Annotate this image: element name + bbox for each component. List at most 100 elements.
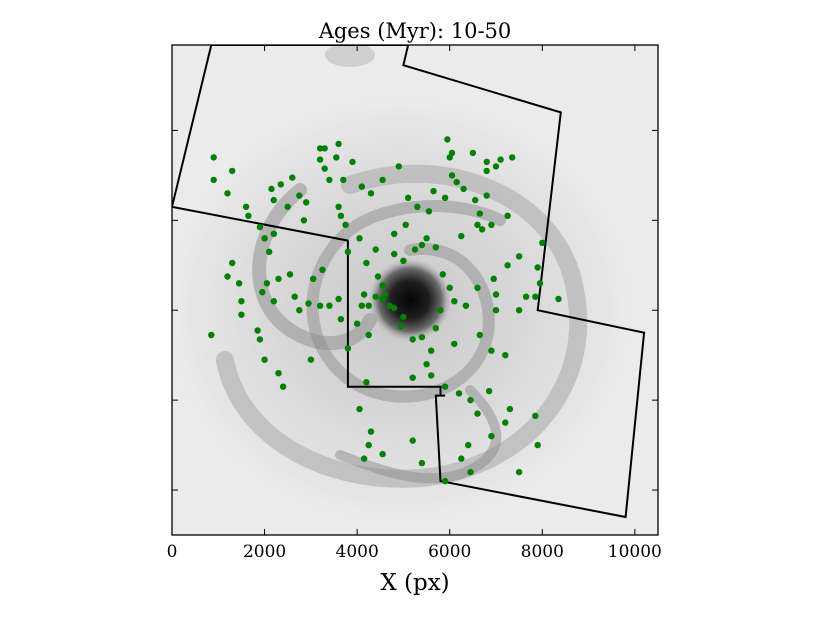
data-point xyxy=(444,136,451,143)
data-point xyxy=(256,336,264,343)
data-point xyxy=(400,313,407,321)
data-point xyxy=(423,235,430,242)
data-point xyxy=(409,336,416,343)
data-point xyxy=(414,203,421,210)
data-point xyxy=(532,412,539,420)
data-point xyxy=(291,293,298,300)
data-point xyxy=(353,320,361,327)
data-point xyxy=(254,327,261,334)
data-point xyxy=(321,165,328,172)
data-point xyxy=(490,275,497,282)
data-point xyxy=(238,298,245,305)
data-point xyxy=(235,280,243,287)
data-point xyxy=(300,217,308,224)
x-tick-label: 6000 xyxy=(428,542,471,562)
data-point xyxy=(261,235,268,242)
axis-ticks xyxy=(171,45,658,535)
data-point xyxy=(326,176,333,184)
data-point xyxy=(372,293,379,300)
data-point xyxy=(469,149,477,157)
footprint-outline xyxy=(172,45,646,519)
spiral-arm-left xyxy=(252,183,377,351)
data-point xyxy=(485,387,493,395)
data-point xyxy=(472,196,479,204)
data-point xyxy=(409,437,416,444)
data-point xyxy=(453,178,460,186)
data-point xyxy=(210,154,217,161)
data-point xyxy=(379,176,386,184)
data-point xyxy=(483,192,490,199)
data-point xyxy=(289,174,296,181)
data-point xyxy=(462,302,470,309)
data-point xyxy=(284,203,291,210)
data-point xyxy=(358,302,365,309)
data-point xyxy=(492,291,500,298)
spiral-arm-outer xyxy=(216,164,588,488)
data-point xyxy=(356,235,363,242)
data-point xyxy=(506,405,514,413)
data-point xyxy=(310,275,317,282)
data-point xyxy=(458,455,465,462)
data-point xyxy=(210,176,217,184)
data-points xyxy=(208,136,562,485)
data-point xyxy=(342,221,349,228)
data-point xyxy=(365,302,372,309)
data-point xyxy=(391,304,398,312)
data-point xyxy=(446,284,453,291)
data-point xyxy=(483,167,490,175)
companion-galaxy xyxy=(325,45,375,67)
data-point xyxy=(432,325,439,332)
data-point xyxy=(363,259,370,267)
data-point xyxy=(374,273,382,280)
data-point xyxy=(428,347,435,354)
data-point xyxy=(270,298,277,305)
data-point xyxy=(395,163,402,170)
data-point xyxy=(367,190,375,197)
data-point xyxy=(391,230,398,237)
data-point xyxy=(296,307,303,314)
data-point xyxy=(448,172,456,179)
data-point xyxy=(319,266,326,273)
galaxy-core xyxy=(368,258,452,342)
data-point xyxy=(316,302,324,309)
data-point xyxy=(379,282,386,289)
data-point xyxy=(242,203,250,210)
data-point xyxy=(303,199,310,206)
data-point xyxy=(286,271,294,278)
data-point xyxy=(321,145,328,152)
data-point xyxy=(476,331,483,339)
data-point xyxy=(467,468,474,476)
plot-frame xyxy=(171,44,659,536)
data-point xyxy=(515,307,523,314)
data-point xyxy=(335,295,342,303)
data-point xyxy=(238,311,245,318)
data-point xyxy=(358,183,365,190)
data-point xyxy=(397,322,405,330)
data-point xyxy=(326,302,333,309)
data-point xyxy=(502,352,509,359)
x-tick-label: 8000 xyxy=(521,542,564,562)
data-point xyxy=(423,361,430,368)
data-point xyxy=(532,293,539,300)
data-point xyxy=(400,257,407,264)
data-point xyxy=(534,441,541,449)
data-point xyxy=(474,221,481,228)
data-point xyxy=(367,428,375,435)
data-point xyxy=(391,250,398,258)
data-point xyxy=(437,307,444,314)
data-point xyxy=(316,156,324,163)
data-point xyxy=(478,226,486,233)
data-point xyxy=(356,405,363,413)
data-point xyxy=(275,275,282,282)
data-point xyxy=(425,208,433,215)
data-point xyxy=(379,295,386,303)
data-point xyxy=(432,244,439,251)
data-point xyxy=(411,246,419,253)
data-point xyxy=(333,154,340,161)
data-point xyxy=(279,383,287,390)
data-point xyxy=(363,379,370,386)
data-point xyxy=(458,232,465,240)
data-point xyxy=(492,307,500,314)
data-point xyxy=(256,223,264,231)
data-point xyxy=(488,347,495,354)
